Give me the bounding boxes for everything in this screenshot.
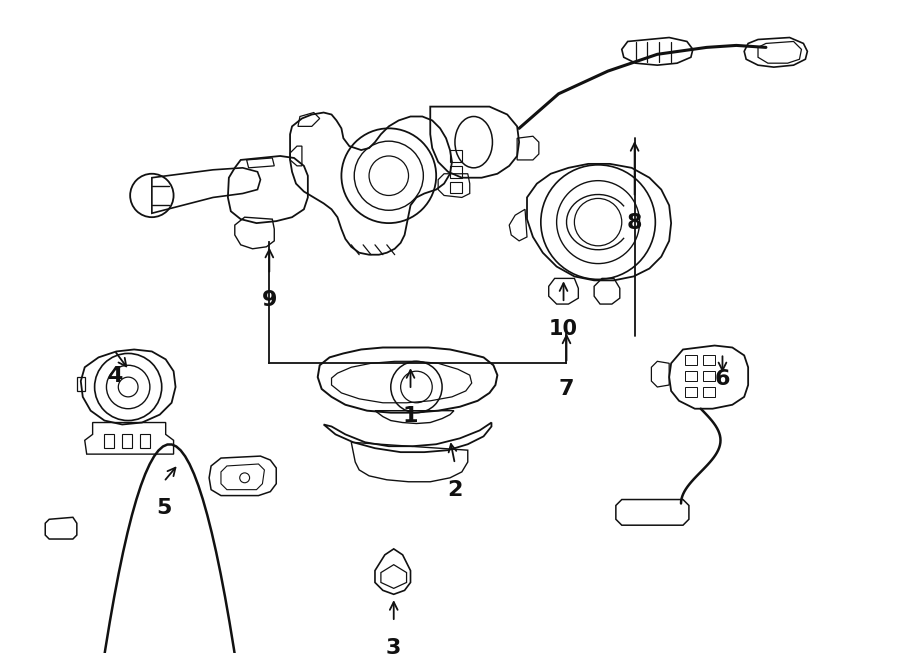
- Text: 1: 1: [403, 406, 418, 426]
- Text: 9: 9: [262, 290, 277, 310]
- Text: 2: 2: [447, 480, 463, 500]
- Text: 7: 7: [559, 379, 574, 399]
- Text: 6: 6: [715, 369, 730, 389]
- Text: 8: 8: [627, 214, 643, 233]
- Text: 5: 5: [156, 498, 171, 518]
- Text: 10: 10: [549, 319, 578, 339]
- Text: 3: 3: [386, 638, 401, 658]
- Text: 4: 4: [107, 366, 122, 386]
